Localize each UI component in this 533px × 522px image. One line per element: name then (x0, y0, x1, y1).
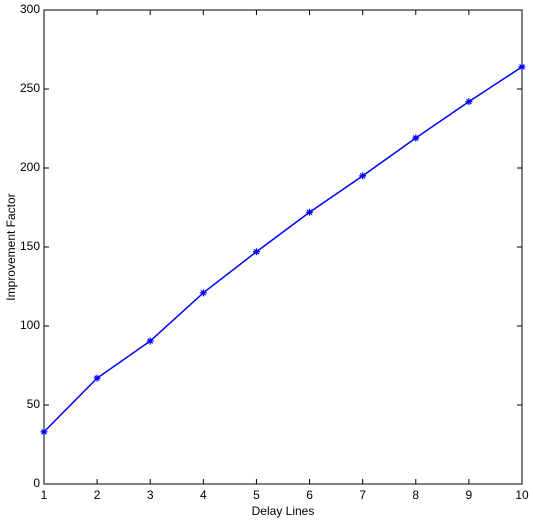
data-point (40, 428, 48, 436)
x-tick-label: 3 (147, 488, 154, 502)
data-point (93, 374, 101, 382)
y-tick-label: 250 (20, 81, 40, 95)
x-tick-label: 6 (306, 488, 313, 502)
data-point (146, 337, 154, 345)
data-point (252, 248, 260, 256)
data-point (518, 63, 526, 71)
x-tick-label: 8 (412, 488, 419, 502)
data-point (465, 98, 473, 106)
y-tick-label: 100 (20, 318, 40, 332)
x-tick-label: 10 (515, 488, 529, 502)
x-axis-label: Delay Lines (252, 504, 315, 518)
x-tick-label: 4 (200, 488, 207, 502)
y-tick-label: 0 (33, 476, 40, 490)
data-point (412, 134, 420, 142)
data-point (306, 208, 314, 216)
x-tick-label: 2 (94, 488, 101, 502)
x-tick-label: 9 (466, 488, 473, 502)
y-axis-label: Improvement Factor (4, 193, 18, 300)
x-tick-label: 1 (41, 488, 48, 502)
y-tick-label: 50 (27, 397, 41, 411)
series-line (43, 66, 523, 433)
x-tick-label: 7 (359, 488, 366, 502)
data-point (359, 172, 367, 180)
y-tick-label: 300 (20, 2, 40, 16)
y-tick-label: 150 (20, 239, 40, 253)
y-tick-label: 200 (20, 160, 40, 174)
data-point (199, 289, 207, 297)
x-tick-label: 5 (253, 488, 260, 502)
plot-frame (43, 9, 523, 485)
